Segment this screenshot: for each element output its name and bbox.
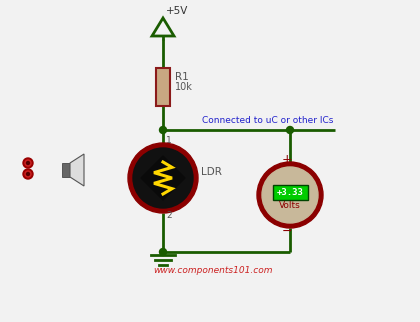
Text: Volts: Volts (279, 201, 301, 210)
Circle shape (25, 160, 31, 166)
Circle shape (23, 169, 33, 179)
Circle shape (160, 249, 166, 255)
Polygon shape (141, 156, 185, 200)
Circle shape (262, 167, 318, 223)
FancyBboxPatch shape (62, 163, 70, 177)
Circle shape (25, 171, 31, 177)
Circle shape (257, 162, 323, 228)
Text: 2: 2 (166, 211, 172, 220)
FancyBboxPatch shape (156, 68, 170, 106)
Text: +: + (282, 153, 292, 166)
Circle shape (286, 127, 294, 134)
Text: −: − (282, 224, 292, 238)
Text: 10k: 10k (175, 82, 193, 92)
Text: +5V: +5V (166, 6, 189, 16)
FancyBboxPatch shape (273, 185, 307, 200)
Text: +3.33: +3.33 (276, 187, 303, 196)
Circle shape (26, 173, 29, 175)
Circle shape (26, 162, 29, 165)
Text: LDR: LDR (201, 167, 222, 177)
Text: 1: 1 (166, 136, 172, 145)
Text: R1: R1 (175, 72, 189, 82)
Circle shape (23, 158, 33, 168)
Text: Connected to uC or other ICs: Connected to uC or other ICs (202, 116, 333, 125)
Circle shape (160, 127, 166, 134)
Circle shape (128, 143, 198, 213)
Polygon shape (70, 154, 84, 186)
Text: www.components101.com: www.components101.com (153, 266, 273, 275)
Circle shape (133, 148, 193, 208)
